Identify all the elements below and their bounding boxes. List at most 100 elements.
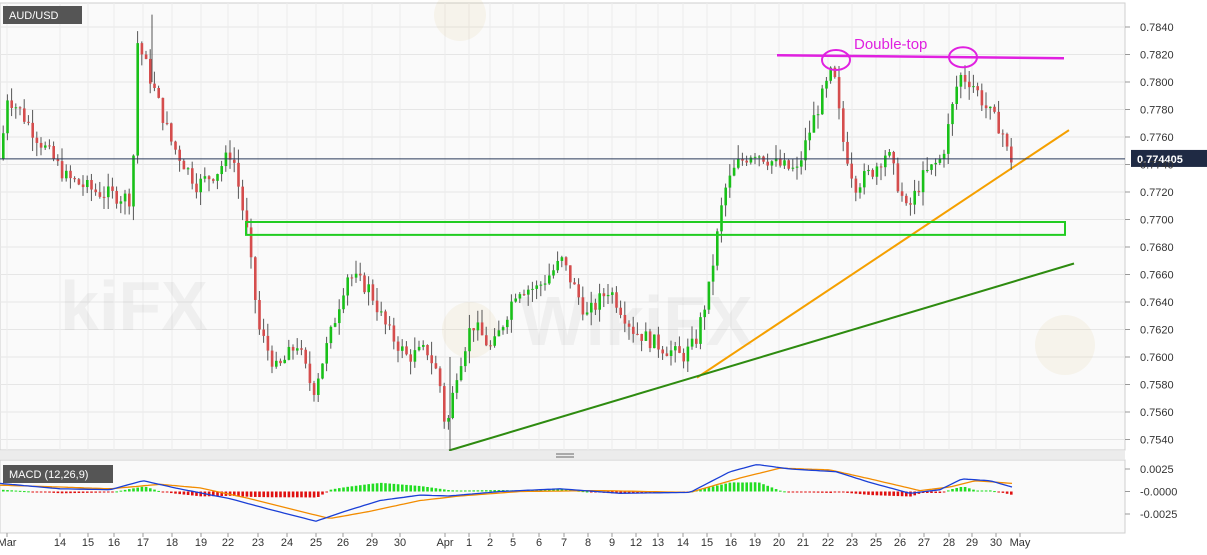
macd-bar-up (762, 484, 765, 492)
candle-up (703, 309, 706, 318)
macd-bar-down (81, 491, 85, 493)
orange-trendline (696, 129, 1070, 379)
macd-bar-up (359, 485, 362, 492)
candle-up (867, 169, 870, 172)
macd-bar-down (627, 491, 631, 494)
candle-down (279, 360, 282, 364)
candle-up (543, 283, 547, 285)
candle-up (720, 205, 723, 232)
macd-bar-up (375, 483, 379, 492)
candle-down (871, 169, 874, 177)
candle-down (207, 176, 211, 180)
candle-up (888, 152, 891, 156)
macd-bar-down (241, 491, 244, 497)
candle-down (846, 141, 849, 164)
x-tick-label: 25 (870, 537, 882, 549)
macd-y-tick-label: -0.0000 (1140, 487, 1177, 499)
macd-bar-down (279, 491, 282, 498)
candle-down (312, 383, 316, 395)
macd-bar-up (136, 487, 139, 492)
macd-bar-down (900, 491, 904, 497)
macd-bar-up (984, 490, 988, 492)
candle-down (573, 282, 576, 285)
macd-bar-up (703, 488, 706, 492)
y-tick-label: 0.7660 (1140, 270, 1174, 282)
candle-up (930, 164, 933, 170)
candle-down (140, 43, 144, 55)
candle-down (56, 159, 60, 162)
macd-bar-up (993, 491, 996, 493)
macd-bar-down (254, 491, 257, 497)
x-tick-label: 28 (943, 537, 955, 549)
candle-up (737, 158, 740, 168)
candle-down (564, 257, 568, 266)
macd-bar-down (94, 491, 97, 493)
candle-up (795, 166, 799, 168)
candle-down (396, 341, 400, 351)
macd-bar-up (426, 486, 429, 492)
macd-bar-up (447, 490, 450, 492)
macd-bar-up (153, 489, 156, 492)
x-tick-label: 16 (725, 537, 737, 549)
x-tick-label: 1 (466, 537, 472, 549)
x-tick-label: 16 (108, 537, 120, 549)
candle-down (787, 160, 790, 169)
pane-divider[interactable] (0, 451, 1125, 459)
macd-bar-up (132, 488, 135, 492)
macd-bar-up (409, 485, 412, 492)
candle-down (212, 179, 215, 181)
candle-down (304, 349, 307, 364)
macd-bar-up (455, 490, 459, 492)
macd-bar-down (107, 491, 110, 493)
candle-up (107, 186, 110, 198)
x-tick-label: 2 (487, 537, 493, 549)
macd-bar-down (854, 491, 858, 494)
candle-down (522, 294, 526, 296)
macd-bar-down (875, 491, 879, 496)
macd-bar-down (275, 491, 278, 498)
candle-up (972, 86, 975, 88)
candle-up (2, 133, 5, 159)
x-tick-label: 23 (252, 537, 264, 549)
candle-down (237, 162, 240, 187)
candle-up (913, 190, 916, 205)
candle-down (909, 203, 912, 205)
macd-bar-down (102, 491, 106, 493)
candle-down (430, 355, 433, 364)
macd-bar-up (753, 482, 757, 492)
macd-bar-up (497, 490, 501, 492)
candle-down (581, 297, 585, 315)
macd-bar-up (955, 488, 958, 492)
candle-up (287, 346, 291, 360)
candle-up (863, 171, 866, 188)
candle-down (350, 277, 354, 279)
macd-bar-down (48, 491, 51, 493)
macd-bar-up (388, 483, 391, 492)
macd-bar-up (959, 486, 963, 492)
candle-up (535, 285, 538, 289)
candle-up (749, 157, 753, 163)
candle-down (1001, 133, 1005, 135)
macd-bar-down (233, 491, 236, 496)
resize-handle-icon[interactable] (556, 453, 574, 458)
current-price-box (1131, 149, 1207, 167)
macd-bar-down (800, 491, 803, 493)
candle-down (577, 284, 580, 298)
candle-up (203, 176, 207, 179)
y-tick-label: 0.7640 (1140, 297, 1174, 309)
macd-bar-up (980, 490, 984, 492)
macd-bar-down (1010, 491, 1013, 495)
candle-up (275, 360, 278, 367)
macd-bar-down (833, 491, 837, 493)
candle-down (879, 166, 883, 168)
macd-panel (0, 459, 1126, 534)
candle-up (724, 187, 727, 206)
macd-bar-up (989, 490, 992, 492)
macd-bar-up (18, 490, 22, 492)
candle-down (191, 168, 194, 184)
candle-up (476, 322, 480, 331)
x-tick-label: 19 (749, 537, 761, 549)
candle-down (661, 349, 664, 354)
macd-bar-down (590, 491, 593, 493)
